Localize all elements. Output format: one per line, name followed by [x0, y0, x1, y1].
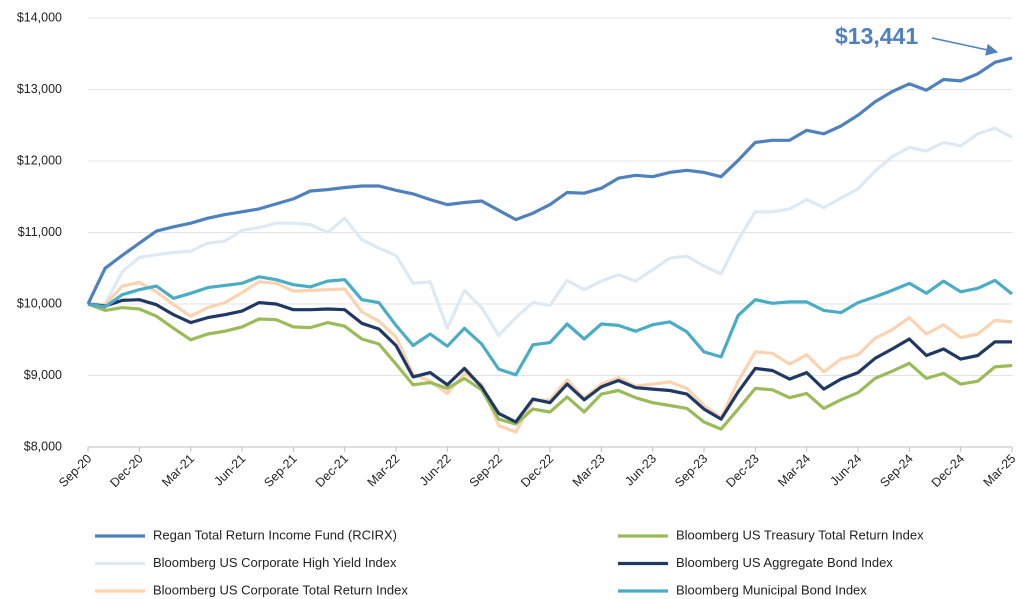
series-line — [86, 56, 1013, 305]
x-tick-label: Sep-20 — [56, 452, 94, 490]
x-tick-label: Dec-20 — [107, 452, 145, 490]
x-tick-label: Jun-22 — [417, 452, 454, 489]
legend-label: Bloomberg US Aggregate Bond Index — [676, 555, 893, 570]
x-tick-label: Dec-24 — [929, 452, 967, 490]
annotation-arrow — [931, 37, 999, 56]
x-tick-label: Mar-24 — [775, 452, 813, 490]
series-line — [87, 302, 1013, 431]
x-tick-label: Mar-22 — [365, 452, 403, 490]
legend-label: Bloomberg US Corporate Total Return Inde… — [153, 582, 408, 597]
series-line — [88, 126, 1013, 338]
x-tick-label: Sep-24 — [877, 452, 915, 490]
legend-label: Bloomberg US Treasury Total Return Index — [676, 527, 924, 542]
y-tick-label: $10,000 — [17, 296, 62, 310]
x-tick-label: Jun-23 — [622, 452, 659, 489]
annotation: $13,441 — [835, 23, 918, 49]
y-tick-label: $13,000 — [17, 82, 62, 96]
x-tick-label: Sep-22 — [467, 452, 505, 490]
x-tick-label: Dec-23 — [723, 452, 761, 490]
x-tick-label: Sep-21 — [261, 452, 299, 490]
y-tick-label: $12,000 — [17, 153, 62, 167]
x-tick-label: Jun-24 — [828, 452, 865, 489]
y-tick-label: $8,000 — [24, 439, 62, 453]
y-tick-label: $11,000 — [18, 225, 62, 239]
x-tick-label: Dec-21 — [313, 452, 351, 490]
x-tick-label: Mar-23 — [570, 452, 608, 490]
y-tick-label: $14,000 — [17, 10, 62, 24]
legend-label: Regan Total Return Income Fund (RCIRX) — [153, 527, 397, 542]
y-tick-label: $9,000 — [24, 368, 62, 382]
series-line — [87, 298, 1012, 424]
x-tick-label: Dec-22 — [518, 452, 556, 490]
x-tick-label: Jun-21 — [212, 452, 249, 489]
x-tick-label: Mar-21 — [159, 452, 197, 490]
series-line — [87, 275, 1013, 377]
x-tick-label: Mar-25 — [981, 452, 1016, 490]
x-tick-label: Sep-23 — [672, 452, 710, 490]
legend-label: Bloomberg US Corporate High Yield Index — [153, 555, 397, 570]
series-line — [87, 280, 1013, 434]
legend-label: Bloomberg Municipal Bond Index — [676, 582, 867, 597]
